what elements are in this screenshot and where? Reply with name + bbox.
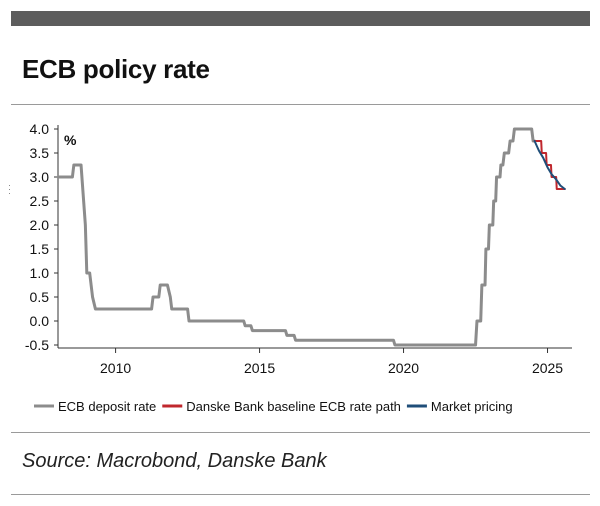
legend-label: Danske Bank baseline ECB rate path — [186, 399, 401, 414]
y-tick-label: 1.5 — [30, 241, 50, 257]
x-tick-label: 2020 — [388, 360, 419, 376]
legend-label: Market pricing — [431, 399, 513, 414]
y-tick-label: 2.0 — [30, 217, 50, 233]
y-tick-label: 4.0 — [30, 121, 50, 137]
series-line-1 — [56, 127, 537, 347]
source-note: Source: Macrobond, Danske Bank — [22, 450, 327, 472]
series-line-2 — [533, 140, 566, 190]
header-bar — [11, 11, 590, 26]
handle-dots-icon: · · · — [8, 180, 11, 198]
bottom-divider — [11, 494, 590, 495]
series-line-3 — [533, 140, 566, 190]
y-axis-label: % — [64, 132, 77, 148]
x-tick-label: 2015 — [244, 360, 275, 376]
y-tick-label: 1.0 — [30, 265, 50, 281]
source-divider — [11, 432, 590, 433]
y-tick-label: 3.5 — [30, 145, 50, 161]
x-tick-label: 2010 — [100, 360, 131, 376]
y-tick-label: 2.5 — [30, 193, 50, 209]
chart-title: ECB policy rate — [22, 54, 210, 84]
title-divider — [11, 104, 590, 105]
y-tick-label: -0.5 — [25, 337, 49, 353]
y-tick-label: 0.5 — [30, 289, 50, 305]
legend-label: ECB deposit rate — [58, 399, 156, 414]
x-tick-label: 2025 — [532, 360, 563, 376]
line-chart: 4.0 3.5 3.0 2.5 2.0 1.5 1.0 0.5 0.0 -0.5% 2010 2015… — [25, 121, 572, 414]
y-tick-label: 0.0 — [30, 313, 50, 329]
y-tick-label: 3.0 — [30, 169, 50, 185]
